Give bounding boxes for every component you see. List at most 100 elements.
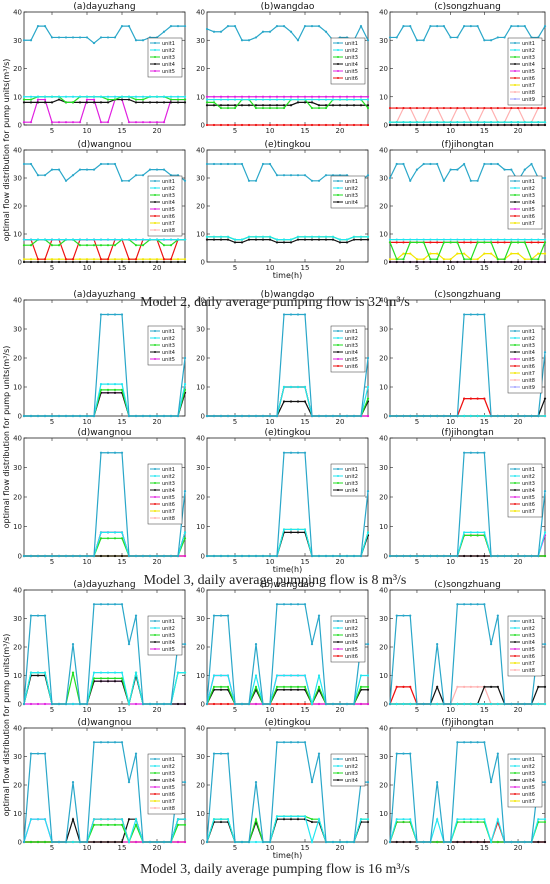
data-point — [523, 168, 526, 171]
legend-label: unit3 — [522, 343, 535, 349]
data-point — [289, 123, 293, 127]
data-point — [268, 162, 272, 166]
series-line-unit2 — [207, 528, 369, 557]
series-unit4 — [22, 531, 187, 558]
x-tick-label: 20 — [514, 127, 523, 135]
data-point — [282, 385, 286, 389]
legend-label: unit9 — [522, 97, 535, 103]
data-point — [50, 244, 54, 247]
data-point — [409, 840, 412, 844]
data-point — [530, 106, 533, 110]
data-point — [303, 313, 307, 316]
legend-marker — [337, 180, 339, 182]
data-point — [113, 823, 117, 827]
data-point — [127, 260, 131, 264]
data-point — [476, 603, 479, 606]
x-tick-label: 5 — [233, 844, 237, 852]
panel-title: (a)dayuzhang — [73, 580, 135, 590]
series-unit2 — [388, 121, 547, 124]
data-point — [254, 98, 258, 101]
data-point — [331, 95, 335, 98]
y-tick-label: 0 — [201, 553, 205, 561]
series-unit4 — [205, 688, 370, 706]
x-tick-label: 15 — [118, 706, 127, 714]
series-unit4 — [22, 817, 187, 844]
data-point — [530, 258, 533, 261]
data-point — [289, 238, 293, 241]
series-unit2 — [22, 95, 187, 98]
data-point — [296, 313, 300, 316]
legend-marker — [154, 194, 156, 196]
data-point — [352, 238, 356, 241]
data-point — [85, 260, 89, 264]
data-point — [442, 25, 446, 28]
legend-marker — [154, 503, 156, 505]
data-point — [282, 815, 286, 818]
data-point — [310, 781, 314, 784]
data-point — [268, 702, 272, 706]
data-point — [409, 818, 412, 821]
data-point — [212, 752, 216, 755]
data-point — [148, 121, 152, 124]
data-point — [303, 25, 307, 28]
data-point — [205, 123, 209, 127]
data-point — [85, 840, 89, 844]
data-point — [176, 554, 180, 558]
legend-marker — [514, 800, 516, 802]
legend-marker — [337, 489, 339, 491]
legend-label: unit7 — [162, 509, 175, 515]
data-point — [310, 123, 314, 127]
x-tick-label: 5 — [415, 418, 419, 426]
data-point — [456, 685, 459, 689]
data-point — [496, 614, 499, 617]
y-tick-label: 20 — [13, 494, 22, 502]
data-point — [261, 702, 265, 706]
data-point — [141, 121, 145, 124]
data-point — [456, 252, 459, 255]
legend-label: unit6 — [522, 502, 535, 508]
legend-marker — [154, 648, 156, 650]
data-point — [303, 123, 307, 127]
data-point — [436, 702, 439, 706]
data-point — [489, 685, 493, 689]
data-point — [516, 414, 520, 418]
data-point — [436, 643, 439, 646]
data-point — [449, 123, 452, 127]
legend-label: unit4 — [162, 62, 175, 68]
legend-label: unit3 — [162, 55, 175, 61]
series-unit3 — [22, 537, 187, 558]
data-point — [537, 121, 540, 124]
x-tick-label: 20 — [336, 418, 345, 426]
legend-label: unit8 — [522, 90, 535, 96]
data-point — [282, 674, 286, 677]
data-point — [523, 25, 526, 28]
legend-label: unit3 — [162, 633, 175, 639]
data-point — [71, 174, 75, 177]
data-point — [50, 121, 54, 124]
data-point — [289, 702, 293, 706]
data-point — [388, 106, 392, 110]
data-point — [113, 603, 117, 606]
data-point — [310, 101, 314, 104]
data-point — [303, 385, 307, 389]
data-point — [402, 752, 405, 755]
legend-marker — [514, 63, 516, 65]
data-point — [296, 235, 300, 238]
data-point — [113, 36, 117, 39]
legend-marker — [514, 330, 516, 332]
data-point — [463, 313, 466, 316]
series-line-unit1 — [24, 452, 186, 557]
data-point — [106, 388, 110, 391]
legend-marker — [514, 655, 516, 657]
x-tick-label: 5 — [415, 127, 419, 135]
data-point — [366, 174, 370, 177]
data-point — [422, 258, 425, 261]
data-point — [127, 95, 131, 98]
x-tick-label: 15 — [118, 418, 127, 426]
data-point — [489, 840, 493, 844]
series-line-unit1 — [207, 163, 369, 182]
